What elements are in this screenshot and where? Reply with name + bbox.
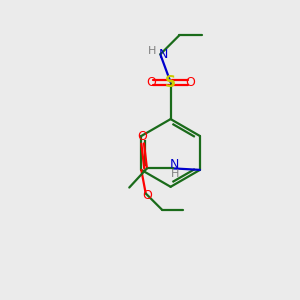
- Text: S: S: [165, 75, 176, 90]
- Text: O: O: [138, 130, 148, 143]
- Text: H: H: [171, 169, 179, 179]
- Text: N: N: [159, 48, 168, 61]
- Text: H: H: [148, 46, 156, 56]
- Text: O: O: [185, 76, 195, 89]
- Text: O: O: [146, 76, 156, 89]
- Text: O: O: [142, 189, 152, 202]
- Text: N: N: [170, 158, 180, 171]
